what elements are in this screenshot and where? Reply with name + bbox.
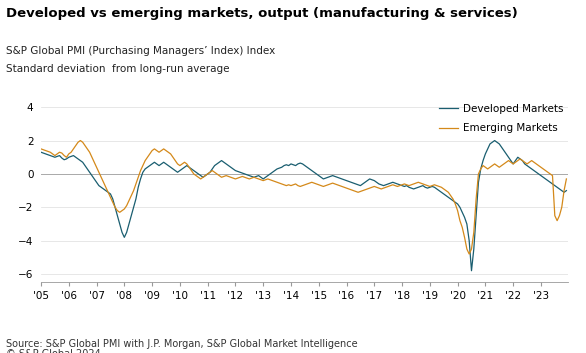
Line: Developed Markets: Developed Markets bbox=[41, 140, 567, 271]
Line: Emerging Markets: Emerging Markets bbox=[41, 140, 567, 254]
Developed Markets bbox=[563, 189, 570, 193]
Developed Markets bbox=[468, 269, 475, 273]
Emerging Markets bbox=[466, 252, 473, 256]
Developed Markets bbox=[172, 168, 179, 173]
Emerging Markets bbox=[431, 183, 438, 187]
Developed Markets bbox=[489, 140, 496, 144]
Text: Developed vs emerging markets, output (manufacturing & services): Developed vs emerging markets, output (m… bbox=[6, 7, 517, 20]
Emerging Markets bbox=[77, 138, 84, 143]
Text: S&P Global PMI (Purchasing Managers’ Index) Index: S&P Global PMI (Purchasing Managers’ Ind… bbox=[6, 46, 275, 56]
Emerging Markets bbox=[174, 162, 181, 166]
Emerging Markets bbox=[38, 147, 45, 151]
Emerging Markets bbox=[454, 209, 461, 213]
Text: © S&P Global 2024.: © S&P Global 2024. bbox=[6, 349, 104, 353]
Developed Markets bbox=[169, 167, 176, 171]
Text: Standard deviation  from long-run average: Standard deviation from long-run average bbox=[6, 64, 229, 73]
Developed Markets bbox=[378, 183, 385, 187]
Emerging Markets bbox=[380, 186, 387, 190]
Developed Markets bbox=[491, 138, 498, 143]
Developed Markets bbox=[452, 200, 459, 204]
Legend: Developed Markets, Emerging Markets: Developed Markets, Emerging Markets bbox=[439, 104, 563, 133]
Emerging Markets bbox=[172, 158, 179, 163]
Text: Source: S&P Global PMI with J.P. Morgan, S&P Global Market Intelligence: Source: S&P Global PMI with J.P. Morgan,… bbox=[6, 339, 357, 349]
Emerging Markets bbox=[563, 177, 570, 181]
Developed Markets bbox=[38, 150, 45, 154]
Developed Markets bbox=[428, 184, 435, 189]
Emerging Markets bbox=[491, 162, 498, 166]
